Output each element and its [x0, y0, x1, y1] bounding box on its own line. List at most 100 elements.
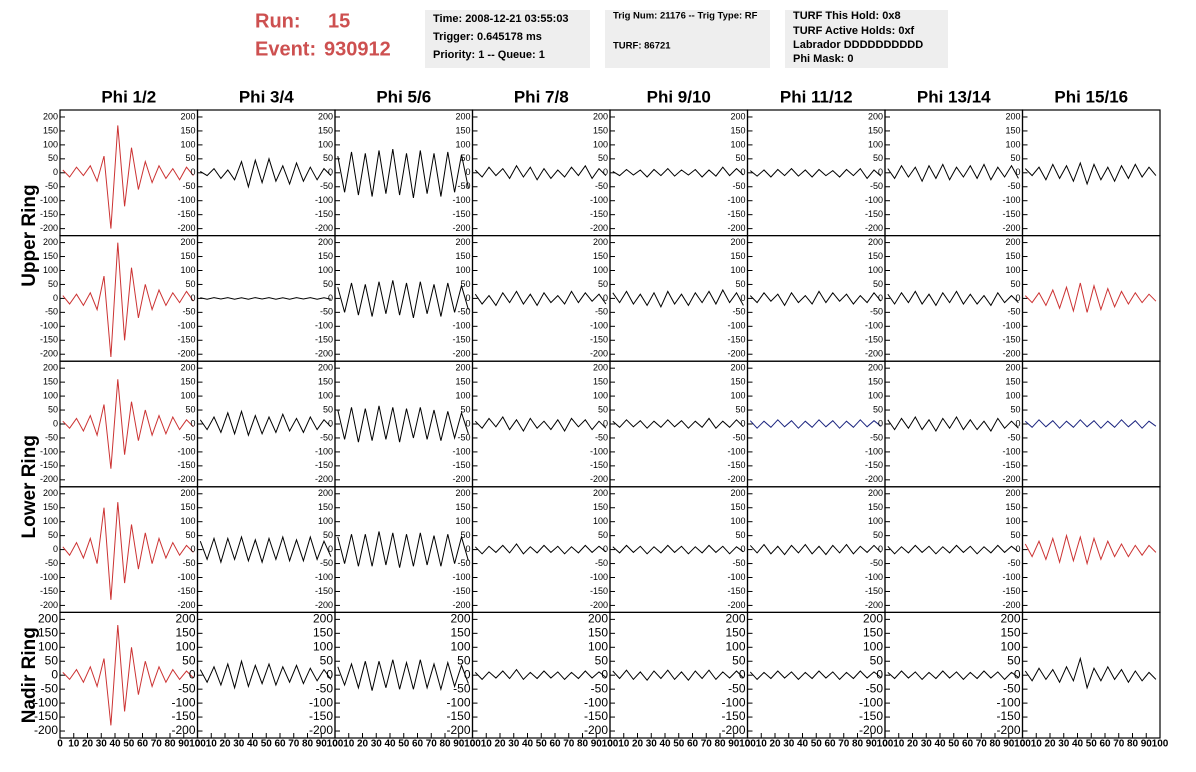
y-tick-label: -100: [452, 572, 470, 582]
y-tick-label: 50: [185, 404, 195, 414]
x-tick-label: 0: [195, 739, 201, 750]
y-tick-label: 200: [455, 363, 470, 373]
y-tick-label: 100: [868, 390, 883, 400]
x-tick-label: 40: [934, 739, 946, 750]
waveform: [62, 624, 194, 726]
y-tick-label: 0: [740, 418, 745, 428]
y-tick-label: -150: [177, 586, 195, 596]
y-tick-label: -100: [315, 572, 333, 582]
y-tick-label: 200: [730, 363, 745, 373]
x-tick-label: 20: [769, 739, 781, 750]
column-header: Phi 7/8: [514, 87, 569, 106]
y-tick-label: -200: [452, 600, 470, 610]
y-tick-label: 0: [465, 293, 470, 303]
run-number: 15: [328, 10, 350, 32]
y-tick-label: 0: [1015, 418, 1020, 428]
y-tick-label: -100: [590, 572, 608, 582]
info-text: TURF: 86721: [613, 41, 671, 52]
y-tick-label: 50: [185, 153, 195, 163]
x-tick-label: 100: [464, 739, 481, 750]
x-tick-label: 70: [426, 739, 438, 750]
y-tick-label: 50: [735, 153, 745, 163]
y-tick-label: 100: [1005, 139, 1020, 149]
waveform: [337, 149, 469, 198]
y-tick-label: -50: [320, 558, 333, 568]
y-tick-label: 100: [318, 390, 333, 400]
y-tick-label: -50: [45, 181, 58, 191]
x-tick-label: 90: [1141, 739, 1153, 750]
column-header: Phi 13/14: [917, 87, 991, 106]
y-tick-label: 0: [601, 667, 608, 681]
y-tick-label: -50: [457, 181, 470, 191]
y-tick-label: 50: [873, 279, 883, 289]
y-tick-label: 100: [43, 139, 58, 149]
y-tick-label: 200: [725, 612, 745, 626]
y-tick-label: 50: [873, 404, 883, 414]
y-tick-label: -150: [177, 335, 195, 345]
y-tick-label: -50: [182, 558, 195, 568]
y-tick-label: -150: [865, 586, 883, 596]
y-tick-label: -200: [177, 474, 195, 484]
y-tick-label: 100: [588, 639, 608, 653]
x-tick-label: 70: [976, 739, 988, 750]
x-tick-label: 40: [522, 739, 534, 750]
row-label: Nadir Ring: [19, 627, 40, 723]
y-tick-label: -150: [315, 335, 333, 345]
x-tick-label: 80: [439, 739, 451, 750]
x-tick-label: 80: [164, 739, 176, 750]
x-tick-label: 20: [219, 739, 231, 750]
y-tick-label: -200: [865, 600, 883, 610]
x-tick-label: 20: [494, 739, 506, 750]
y-tick-label: 100: [180, 265, 195, 275]
y-tick-label: 200: [43, 363, 58, 373]
waveform: [62, 379, 194, 469]
x-tick-label: 60: [962, 739, 974, 750]
y-tick-label: 200: [1005, 237, 1020, 247]
y-tick-label: 150: [725, 626, 745, 640]
x-tick-label: 0: [882, 739, 888, 750]
y-tick-label: -100: [177, 321, 195, 331]
y-tick-label: 150: [43, 251, 58, 261]
x-tick-label: 70: [151, 739, 163, 750]
y-tick-label: 200: [1005, 363, 1020, 373]
y-tick-label: -150: [177, 460, 195, 470]
y-tick-label: 200: [180, 237, 195, 247]
y-tick-label: 50: [870, 653, 884, 667]
y-tick-label: 50: [598, 279, 608, 289]
column-header: Phi 5/6: [376, 87, 431, 106]
y-tick-label: 50: [45, 653, 59, 667]
y-tick-label: -150: [40, 209, 58, 219]
y-tick-label: 200: [593, 363, 608, 373]
info-text: Time: 2008-12-21 03:55:03: [433, 13, 569, 25]
x-tick-label: 40: [659, 739, 671, 750]
y-tick-label: 50: [873, 530, 883, 540]
y-tick-label: 100: [725, 639, 745, 653]
y-tick-label: 50: [595, 653, 609, 667]
y-tick-label: 200: [1005, 488, 1020, 498]
x-tick-label: 90: [728, 739, 740, 750]
y-tick-label: -200: [177, 349, 195, 359]
y-tick-label: -200: [865, 349, 883, 359]
y-tick-label: -100: [859, 695, 883, 709]
event-label: Event:: [255, 38, 316, 60]
y-tick-label: 200: [868, 111, 883, 121]
y-tick-label: -100: [40, 572, 58, 582]
y-tick-label: 150: [1000, 626, 1020, 640]
x-tick-label: 100: [739, 739, 756, 750]
y-tick-label: 150: [318, 377, 333, 387]
y-tick-label: 50: [735, 530, 745, 540]
y-tick-label: -150: [40, 460, 58, 470]
y-tick-label: 100: [730, 390, 745, 400]
y-tick-label: 200: [180, 111, 195, 121]
y-tick-label: -150: [1002, 586, 1020, 596]
info-text: Labrador DDDDDDDDDD: [793, 39, 923, 51]
y-tick-label: -50: [591, 681, 609, 695]
x-tick-label: 20: [1044, 739, 1056, 750]
y-tick-label: -200: [40, 223, 58, 233]
y-tick-label: 150: [730, 377, 745, 387]
y-tick-label: 100: [180, 139, 195, 149]
x-tick-label: 30: [1058, 739, 1070, 750]
y-tick-label: 150: [730, 251, 745, 261]
x-tick-label: 0: [470, 739, 476, 750]
x-tick-label: 10: [618, 739, 630, 750]
